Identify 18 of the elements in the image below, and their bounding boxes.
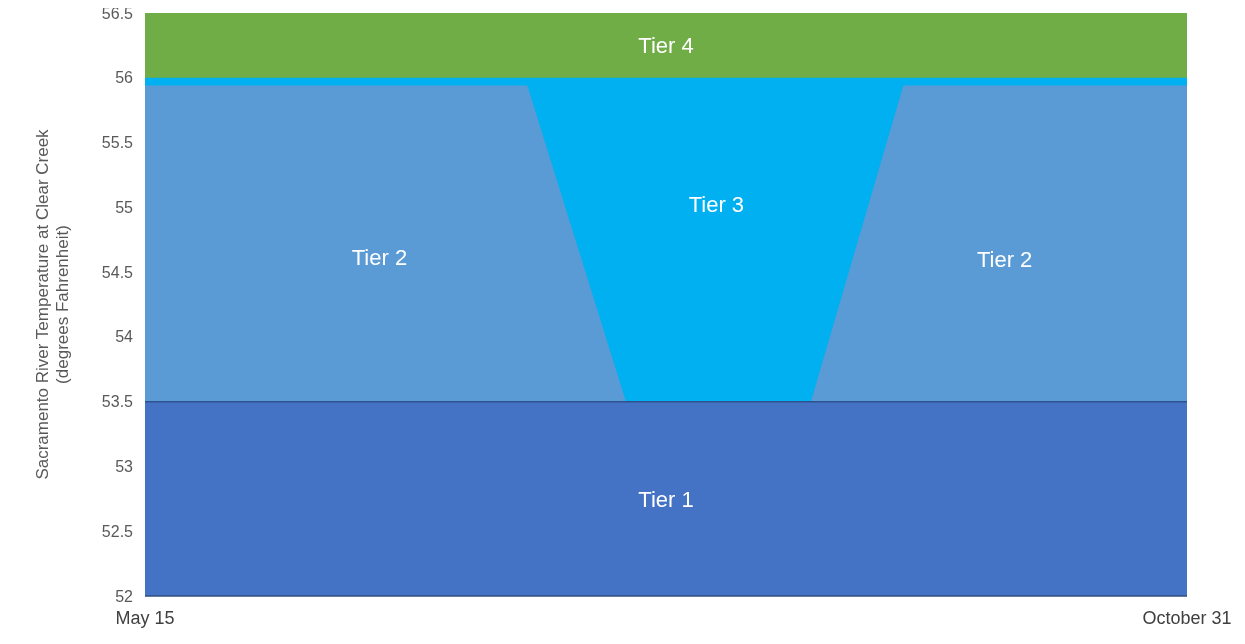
series-label: Tier 4 bbox=[638, 33, 694, 59]
series-label: Tier 2 bbox=[976, 247, 1033, 273]
y-tick-label: 56 bbox=[115, 69, 134, 87]
y-tick-label: 53.5 bbox=[101, 393, 134, 411]
x-tick-label: October 31 bbox=[1142, 608, 1232, 628]
text: Tier 2 bbox=[351, 244, 408, 270]
y-tick-label: 55.5 bbox=[101, 134, 134, 152]
y-tick-label: 56.5 bbox=[101, 4, 134, 22]
y-tick-label: 52.5 bbox=[101, 522, 134, 540]
y-axis-title: Sacramento River Temperature at Clear Creek (degrees Fahrenheit) bbox=[33, 128, 73, 480]
series-label: Tier 1 bbox=[638, 486, 694, 512]
y-tick-label: 55 bbox=[115, 198, 134, 216]
series-label: Tier 3 bbox=[688, 191, 745, 217]
y-tick-label: 54 bbox=[115, 328, 134, 346]
y-tick-label: 54.5 bbox=[101, 263, 134, 281]
x-tick-label: May 15 bbox=[115, 608, 175, 628]
y-tick-label: 53 bbox=[115, 458, 134, 476]
y-tick-label: 52 bbox=[115, 587, 134, 605]
